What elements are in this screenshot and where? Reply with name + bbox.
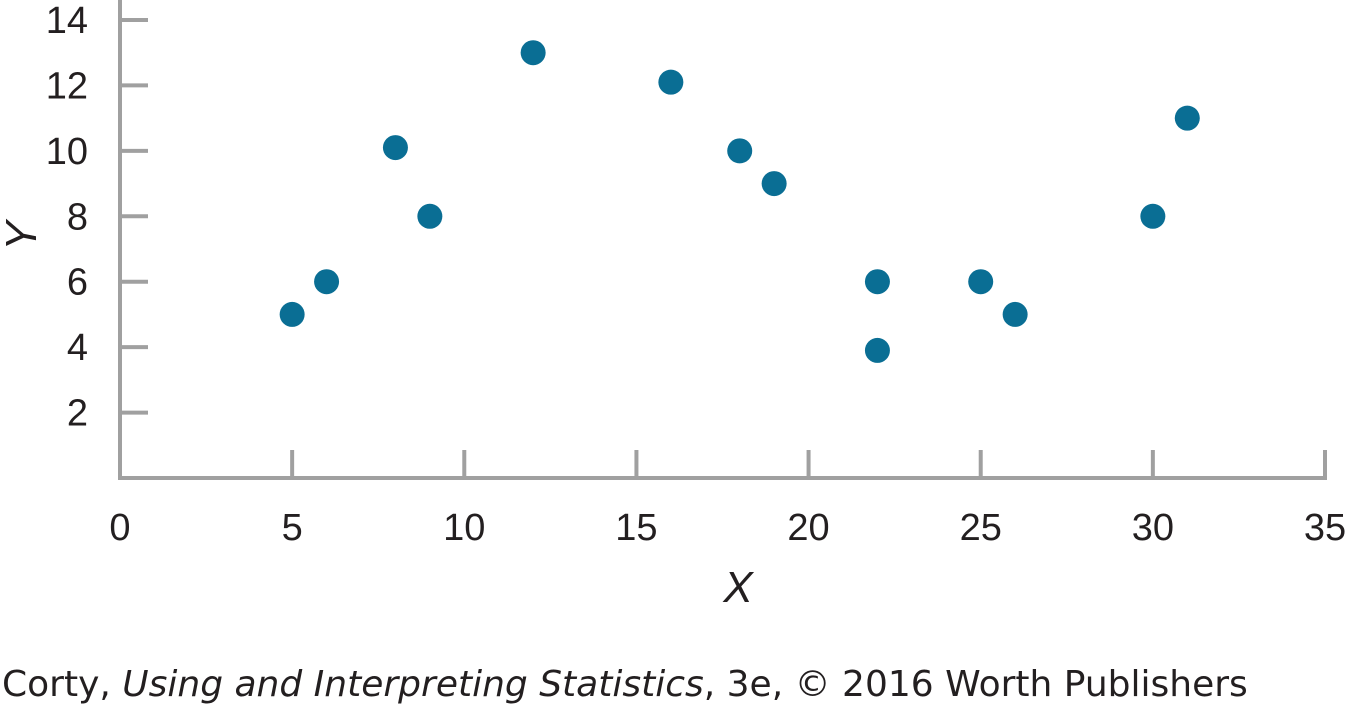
data-point: [864, 269, 890, 295]
data-point: [1140, 203, 1166, 229]
data-point: [658, 69, 684, 95]
credit-rest: , 3e, © 2016 Worth Publishers: [703, 664, 1248, 705]
data-point: [1174, 105, 1200, 131]
data-point: [382, 135, 408, 161]
x-tick-label: 25: [960, 507, 1002, 549]
data-point: [279, 301, 305, 327]
credit-author: Corty,: [2, 664, 111, 705]
x-axis-title: X: [722, 563, 754, 612]
credit-book-title: Using and Interpreting Statistics: [122, 664, 704, 705]
x-tick-label: 15: [615, 507, 657, 549]
x-tick-label: 5: [282, 507, 303, 549]
chart-points: [279, 40, 1200, 363]
data-point: [727, 138, 753, 164]
data-point: [864, 337, 890, 363]
y-tick-label: 6: [67, 262, 88, 304]
y-tick-label: 8: [67, 196, 88, 238]
chart-axes: [118, 0, 1327, 480]
x-tick-label: 20: [787, 507, 829, 549]
y-tick-label: 10: [46, 131, 88, 173]
chart-ticks: [120, 18, 1327, 478]
source-credit: Corty, Using and Interpreting Statistics…: [2, 664, 1248, 705]
y-tick-label: 12: [46, 65, 88, 107]
data-point: [1002, 301, 1028, 327]
data-point: [761, 171, 787, 197]
data-point: [968, 269, 994, 295]
x-tick-label: 35: [1304, 507, 1346, 549]
data-point: [314, 269, 340, 295]
y-tick-label: 14: [46, 0, 88, 42]
x-tick-label: 30: [1132, 507, 1174, 549]
y-tick-label: 2: [67, 393, 88, 435]
data-point: [520, 40, 546, 66]
x-tick-label: 10: [443, 507, 485, 549]
x-tick-label: 0: [109, 507, 130, 549]
y-axis-title: Y: [0, 219, 46, 251]
data-point: [417, 203, 443, 229]
chart-tick-labels: 0 5 10 15 20 25 30 35 2 4 6 8 10 12 14: [46, 0, 1346, 549]
y-tick-label: 4: [67, 327, 88, 369]
